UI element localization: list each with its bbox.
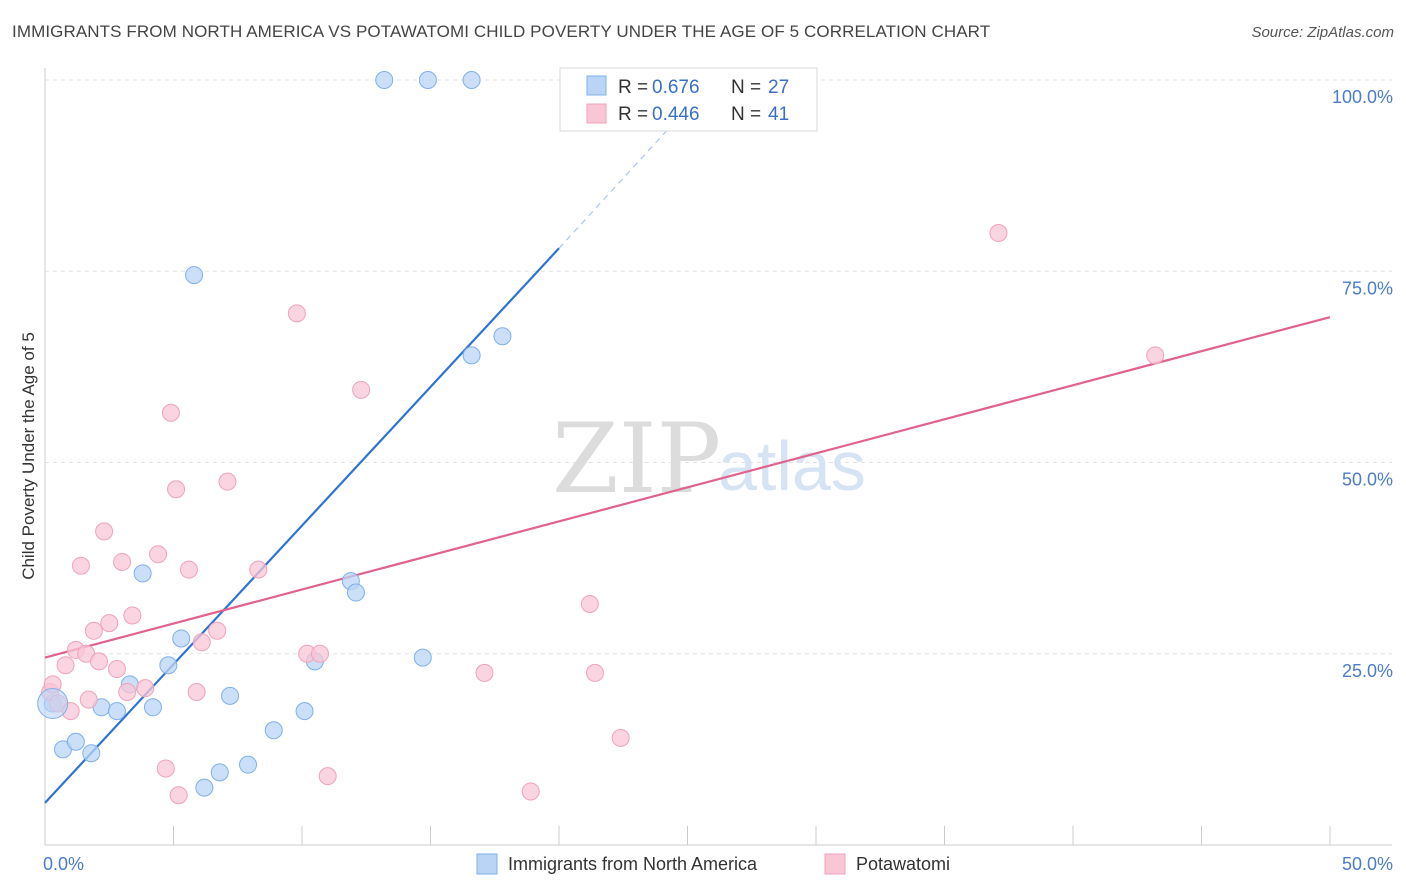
point-immigrants <box>195 778 214 797</box>
point-potawatomi <box>208 621 227 640</box>
x-tick-label: 50.0% <box>1342 854 1393 874</box>
x-tick-labels: 0.0% 50.0% <box>43 854 1393 874</box>
point-immigrants <box>107 702 126 721</box>
point-potawatomi <box>192 633 211 652</box>
point-immigrants <box>418 71 437 89</box>
point-potawatomi <box>136 679 155 698</box>
point-immigrants <box>133 564 152 583</box>
point-potawatomi <box>218 472 237 491</box>
watermark-atlas: atlas <box>718 427 866 505</box>
bottom-legend-label-2: Potawatomi <box>856 854 950 874</box>
point-immigrants <box>375 71 394 89</box>
point-potawatomi <box>310 644 329 663</box>
point-immigrants <box>264 721 283 740</box>
series-legend: Immigrants from North America Potawatomi <box>476 853 950 875</box>
point-potawatomi <box>156 759 175 778</box>
legend-swatch-blue <box>586 75 607 96</box>
point-immigrants <box>346 583 365 602</box>
trend-line-2 <box>44 316 1331 659</box>
point-potawatomi <box>107 660 126 679</box>
point-potawatomi <box>113 552 132 571</box>
legend-n-label-2: N = <box>731 104 761 125</box>
axes-layer <box>44 68 1392 846</box>
y-tick-label: 100.0% <box>1332 87 1393 107</box>
point-potawatomi <box>149 545 168 564</box>
trend-line-1 <box>44 247 560 804</box>
point-immigrants <box>239 755 258 774</box>
y-tick-labels: 25.0% 50.0% 75.0% 100.0% <box>1332 87 1393 681</box>
point-immigrants <box>66 732 85 751</box>
legend-n-value-1: 27 <box>768 77 789 98</box>
point-potawatomi <box>89 652 108 671</box>
y-tick-label: 50.0% <box>1342 470 1393 490</box>
legend-r-value-1: 0.676 <box>652 77 700 98</box>
point-potawatomi <box>611 728 630 747</box>
point-immigrants <box>295 702 314 721</box>
point-potawatomi <box>1146 346 1165 365</box>
point-potawatomi <box>585 663 604 682</box>
correlation-legend: R = 0.676 N = 27 R = 0.446 N = 41 <box>559 67 818 132</box>
grid-layer <box>45 79 1392 655</box>
point-potawatomi <box>95 522 114 541</box>
point-immigrants-large <box>37 687 69 719</box>
point-potawatomi <box>989 224 1008 242</box>
point-potawatomi <box>167 480 186 499</box>
point-potawatomi <box>100 614 119 633</box>
point-potawatomi <box>287 304 306 323</box>
legend-n-value-2: 41 <box>768 104 789 125</box>
point-potawatomi <box>71 556 90 575</box>
legend-swatch-pink <box>586 103 607 124</box>
point-potawatomi <box>475 663 494 682</box>
point-immigrants <box>413 648 432 667</box>
y-tick-label: 25.0% <box>1342 661 1393 681</box>
point-potawatomi <box>318 767 337 786</box>
legend-r-label-2: R = <box>618 104 648 125</box>
point-potawatomi <box>169 786 188 805</box>
legend-r-value-2: 0.446 <box>652 104 700 125</box>
point-immigrants <box>462 71 481 89</box>
point-potawatomi <box>79 690 98 709</box>
point-potawatomi <box>161 403 180 422</box>
point-immigrants <box>143 698 162 717</box>
watermark-zip: ZIP <box>552 403 721 515</box>
legend-r-label-1: R = <box>618 77 648 98</box>
point-potawatomi <box>118 683 137 701</box>
point-immigrants <box>172 629 191 648</box>
points-layer <box>37 71 1165 805</box>
point-potawatomi <box>56 656 75 675</box>
y-axis-label: Child Poverty Under the Age of 5 <box>19 332 38 580</box>
point-immigrants <box>210 763 229 782</box>
y-tick-label: 75.0% <box>1342 278 1393 298</box>
point-potawatomi <box>521 782 540 801</box>
bottom-legend-swatch-blue <box>476 853 498 875</box>
point-potawatomi <box>179 560 198 579</box>
chart-title: IMMIGRANTS FROM NORTH AMERICA VS POTAWAT… <box>12 22 991 41</box>
x-tick-label: 0.0% <box>43 854 84 874</box>
point-potawatomi <box>123 606 142 625</box>
legend-n-label-1: N = <box>731 77 761 98</box>
point-immigrants <box>462 346 481 365</box>
point-immigrants <box>82 744 101 763</box>
point-immigrants <box>493 327 512 346</box>
point-potawatomi <box>580 595 599 614</box>
point-potawatomi <box>352 380 371 399</box>
watermark: ZIP atlas <box>552 403 866 515</box>
bottom-legend-swatch-pink <box>824 853 846 875</box>
point-immigrants <box>159 656 178 675</box>
source-label: Source: ZipAtlas.com <box>1251 24 1394 41</box>
bottom-legend-label-1: Immigrants from North America <box>508 854 758 874</box>
point-potawatomi <box>187 683 206 701</box>
point-potawatomi <box>84 621 103 640</box>
point-potawatomi <box>249 560 268 579</box>
point-immigrants <box>185 266 204 285</box>
point-immigrants <box>221 686 240 705</box>
